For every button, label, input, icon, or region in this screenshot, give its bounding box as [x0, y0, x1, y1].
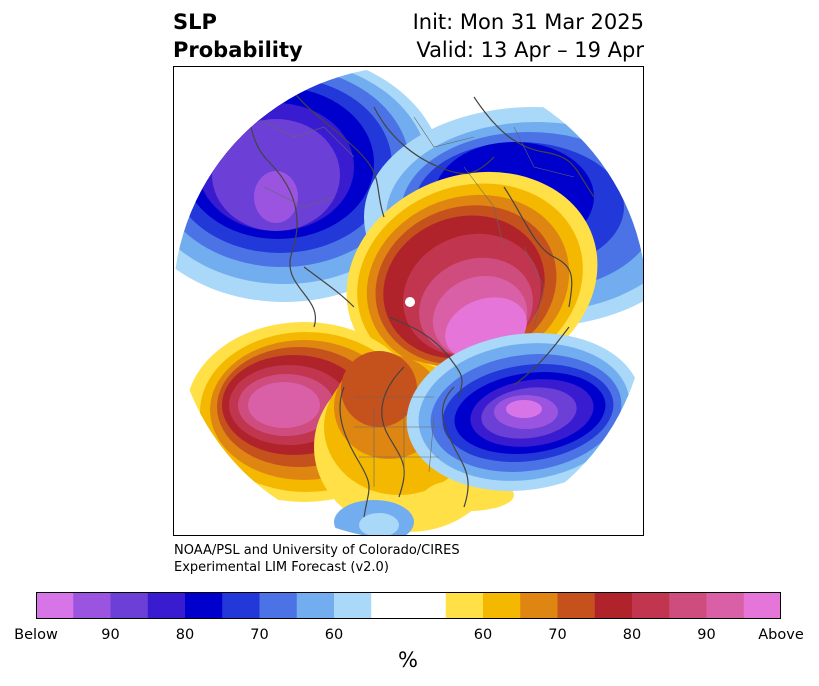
colorbar-cell: [706, 592, 745, 619]
colorbar-cell: [743, 592, 781, 619]
colorbar-cell: [594, 592, 633, 619]
title-left: SLP Probability: [173, 8, 303, 64]
colorbar-cell: [408, 592, 447, 619]
colorbar-tick-label: 90: [101, 627, 120, 643]
title-type: Probability: [173, 38, 303, 62]
negative-anomaly-aleutian: [406, 333, 642, 491]
init-date: Init: Mon 31 Mar 2025: [412, 10, 644, 34]
colorbar-cell: [185, 592, 223, 619]
colorbar-tick-label: 60: [324, 627, 344, 643]
colorbar-tick-label: 80: [175, 627, 195, 643]
credit-text: NOAA/PSL and University of Colorado/CIRE…: [174, 542, 460, 576]
colorbar-outline: [36, 592, 781, 619]
title-right: Init: Mon 31 Mar 2025 Valid: 13 Apr – 19…: [413, 8, 644, 64]
map-panel: [173, 66, 644, 536]
negative-anomaly-atlantic: [334, 500, 414, 535]
colorbar-cell: [669, 592, 707, 619]
colorbar-cell: [110, 592, 149, 619]
colorbar-cell: [296, 592, 335, 619]
colorbar-cells: [36, 592, 781, 619]
colorbar-cell: [483, 592, 521, 619]
colorbar-cell: [259, 592, 298, 619]
colorbar-tick-label: 70: [250, 627, 269, 643]
colorbar-cell: [147, 592, 186, 619]
credit-line-2: Experimental LIM Forecast (v2.0): [174, 560, 389, 575]
colorbar-unit: %: [398, 648, 418, 672]
colorbar-cell: [445, 592, 484, 619]
colorbar-cell: [36, 592, 74, 619]
colorbar-tick-label: 60: [473, 627, 493, 643]
country-borders: [253, 116, 575, 487]
colorbar-cell: [371, 592, 409, 619]
colorbar-tick-label: 90: [697, 627, 716, 643]
colorbar-cell: [73, 592, 111, 619]
colorbar: [36, 592, 781, 619]
credit-line-1: NOAA/PSL and University of Colorado/CIRE…: [174, 543, 460, 558]
colorbar-tick-label: Below: [14, 627, 58, 643]
colorbar-cell: [334, 592, 372, 619]
title-variable: SLP: [173, 10, 217, 34]
map-disc: [174, 67, 643, 535]
valid-range: Valid: 13 Apr – 19 Apr: [416, 38, 644, 62]
colorbar-tick-label: 70: [548, 627, 567, 643]
probability-map: [174, 67, 643, 535]
colorbar-cell: [557, 592, 596, 619]
colorbar-cell: [222, 592, 260, 619]
colorbar-tick-label: Above: [758, 627, 804, 643]
positive-anomaly-arctic: [346, 171, 598, 387]
colorbar-cell: [520, 592, 558, 619]
colorbar-cell: [632, 592, 670, 619]
colorbar-tick-label: 80: [622, 627, 642, 643]
